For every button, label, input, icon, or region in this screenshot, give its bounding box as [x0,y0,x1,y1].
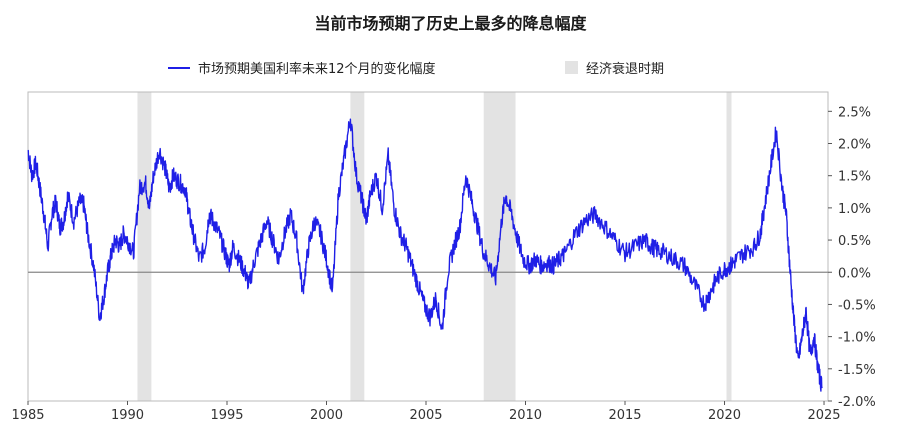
x-tick-label-2015: 2015 [608,408,641,423]
legend-series-label: 市场预期美国利率未来12个月的变化幅度 [198,62,436,77]
chart-legend: 市场预期美国利率未来12个月的变化幅度 经济衰退时期 [0,58,901,78]
x-tick-label-2025: 2025 [807,408,840,423]
plot-frame [27,91,829,402]
y-tick-label-1: -1.5% [838,363,876,378]
y-tick-label-3: -0.5% [838,298,876,313]
plot-border [27,91,829,402]
y-tick-label-5: 0.5% [838,234,871,249]
chart-title: 当前市场预期了历史上最多的降息幅度 [314,14,587,33]
y-tick-label-4: 0.0% [838,266,871,281]
y-tick-label-2: -1.0% [838,331,876,346]
y-tick-label-9: 2.5% [838,105,871,120]
x-tick-label-2010: 2010 [509,408,542,423]
y-tick-label-0: -2.0% [838,395,876,410]
legend-line-swatch [168,66,190,69]
x-tick-label-2005: 2005 [409,408,442,423]
recession-band-0 [137,92,152,401]
x-tick-label-2000: 2000 [310,408,343,423]
legend-item-series: 市场预期美国利率未来12个月的变化幅度 [168,58,436,77]
y-tick-label-6: 1.0% [838,202,871,217]
legend-recession-swatch [565,61,578,74]
series-line-0 [27,118,823,392]
y-tick-label-7: 1.5% [838,170,871,185]
series-lines [27,118,823,392]
x-tick-label-2020: 2020 [708,408,741,423]
y-tick-label-8: 2.0% [838,138,871,153]
legend-item-recession: 经济衰退时期 [565,58,664,77]
legend-recession-label: 经济衰退时期 [586,62,665,77]
y-axis-ticks: -2.0% -1.5% -1.0% -0.5% 0.0% 0.5% 1.0% 1.5% 2.0%… [828,105,876,410]
x-axis-ticks: 1985 1990 1995 2000 2005 2010 2015 2020 2025 [11,401,841,423]
x-tick-label-1985: 1985 [11,408,44,423]
recession-band-1 [350,92,365,401]
x-tick-label-1995: 1995 [210,408,243,423]
x-tick-label-1990: 1990 [111,408,144,423]
recession-band-3 [726,92,732,401]
